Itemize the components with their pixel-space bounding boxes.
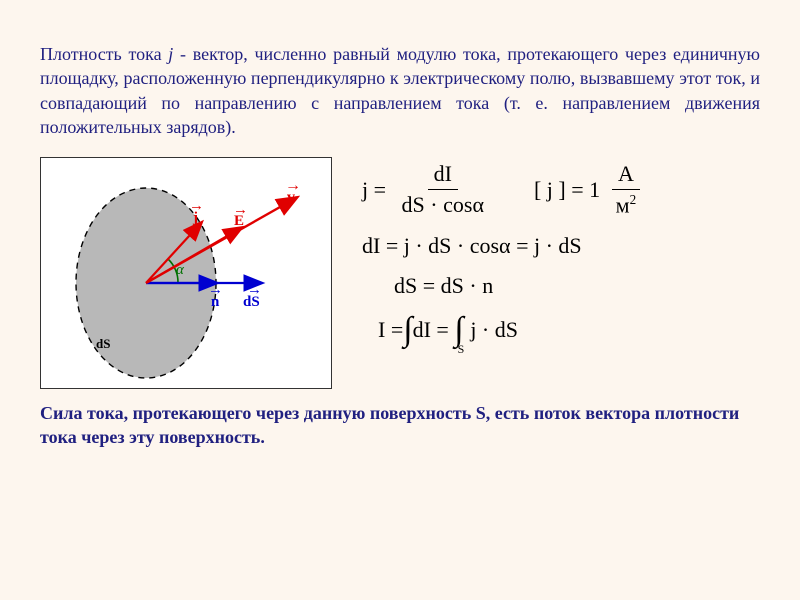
eq1-den: dS · cosα (396, 190, 490, 218)
eq4-jdS: j · dS (470, 317, 518, 343)
label-dS-vec: →dS (243, 282, 262, 310)
eq1r-eq: = 1 (566, 177, 606, 203)
eq4: I = ∫ dI = ∫S j · dS (362, 313, 760, 347)
eq4-dI: dI = (413, 317, 449, 343)
content-row: α →v →E →j →n (40, 157, 760, 389)
label-v: →v (285, 177, 301, 206)
svg-text:dS: dS (243, 294, 260, 310)
eq1r-num: A (612, 161, 640, 190)
slide: Плотность тока j - вектор, численно равн… (0, 0, 800, 488)
eq2: dI = j · dS · cosα = j · dS (362, 233, 760, 259)
eq1-frac: dI dS · cosα (396, 161, 490, 218)
eq4-int1: ∫ (403, 313, 412, 347)
intro-paragraph: Плотность тока j - вектор, численно равн… (40, 42, 760, 139)
eq1r-den: м2 (610, 190, 643, 218)
eq1-eq: = (368, 177, 391, 203)
svg-text:E: E (234, 213, 244, 229)
eq4-sub: S (458, 342, 465, 357)
intro-before-j: Плотность тока (40, 44, 168, 64)
eq3: dS = dS · n (362, 273, 760, 299)
svg-text:v: v (287, 189, 295, 206)
eq1: j = dI dS · cosα [ j ] = 1 A м2 (362, 161, 760, 218)
eq1r-frac: A м2 (610, 161, 643, 218)
diagram-svg: α →v →E →j →n (41, 158, 331, 388)
conclusion: Сила тока, протекающего через данную пов… (40, 401, 760, 450)
eq4-I: I = (378, 317, 403, 343)
label-E: →E (233, 202, 248, 229)
eq1-num: dI (428, 161, 458, 190)
vector-diagram: α →v →E →j →n (40, 157, 332, 389)
svg-text:j: j (192, 210, 198, 226)
eq1r-brackets: [ j ] (534, 177, 566, 203)
label-n: →n (208, 282, 223, 310)
equations-column: j = dI dS · cosα [ j ] = 1 A м2 (362, 157, 760, 360)
area-label: dS (96, 336, 110, 351)
svg-text:n: n (211, 294, 220, 310)
